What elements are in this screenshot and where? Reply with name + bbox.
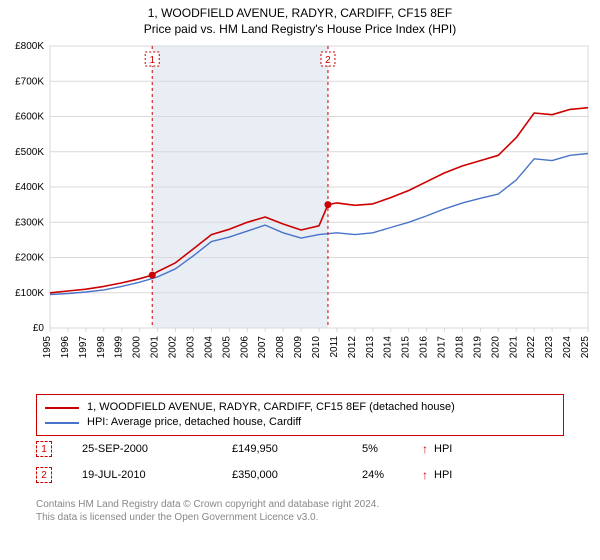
svg-text:1997: 1997 <box>78 336 89 359</box>
svg-text:2014: 2014 <box>383 336 394 359</box>
svg-text:£700K: £700K <box>15 76 44 87</box>
arrow-up-icon: ↑ <box>422 442 428 456</box>
footer-text: Contains HM Land Registry data © Crown c… <box>36 498 576 524</box>
svg-text:2001: 2001 <box>150 336 161 359</box>
sale-marker-icon: 2 <box>36 467 52 483</box>
svg-text:2010: 2010 <box>311 336 322 359</box>
svg-text:2012: 2012 <box>347 336 358 359</box>
svg-text:2023: 2023 <box>544 336 555 359</box>
svg-text:£500K: £500K <box>15 147 44 158</box>
svg-text:2009: 2009 <box>293 336 304 359</box>
legend-item: 1, WOODFIELD AVENUE, RADYR, CARDIFF, CF1… <box>45 400 555 415</box>
sales-list: 1 25-SEP-2000 £149,950 5% ↑ HPI 2 19-JUL… <box>20 436 580 488</box>
arrow-up-icon: ↑ <box>422 468 428 482</box>
svg-text:2007: 2007 <box>257 336 268 359</box>
legend-swatch <box>45 422 79 424</box>
sale-price: £149,950 <box>232 443 362 455</box>
sale-price: £350,000 <box>232 469 362 481</box>
svg-text:2018: 2018 <box>454 336 465 359</box>
chart-title-sub: Price paid vs. HM Land Registry's House … <box>0 22 600 36</box>
svg-text:2020: 2020 <box>490 336 501 359</box>
svg-text:2004: 2004 <box>203 336 214 359</box>
legend: 1, WOODFIELD AVENUE, RADYR, CARDIFF, CF1… <box>36 394 564 436</box>
price-chart: £0 £100K £200K £300K £400K £500K £600K £700K £80… <box>6 42 594 388</box>
chart-title-address: 1, WOODFIELD AVENUE, RADYR, CARDIFF, CF1… <box>0 6 600 20</box>
svg-text:2000: 2000 <box>132 336 143 359</box>
svg-text:2025: 2025 <box>580 336 591 359</box>
svg-text:2015: 2015 <box>401 336 412 359</box>
svg-text:2016: 2016 <box>419 336 430 359</box>
footer-line: This data is licensed under the Open Gov… <box>36 511 576 524</box>
sale-hpi-label: HPI <box>434 469 452 481</box>
svg-text:£200K: £200K <box>15 253 44 264</box>
sale-hpi-label: HPI <box>434 443 452 455</box>
svg-text:2022: 2022 <box>526 336 537 359</box>
svg-text:1998: 1998 <box>96 336 107 359</box>
svg-text:£400K: £400K <box>15 182 44 193</box>
sale-pct: 24% <box>362 469 422 481</box>
sale-pct: 5% <box>362 443 422 455</box>
svg-text:2011: 2011 <box>329 336 340 358</box>
svg-text:£300K: £300K <box>15 217 44 228</box>
legend-label: HPI: Average price, detached house, Card… <box>87 415 301 430</box>
svg-text:£0: £0 <box>33 323 45 334</box>
legend-swatch <box>45 407 79 409</box>
svg-text:1995: 1995 <box>42 336 53 359</box>
svg-text:2024: 2024 <box>562 336 573 359</box>
sale-date: 19-JUL-2010 <box>82 469 232 481</box>
sale-row: 1 25-SEP-2000 £149,950 5% ↑ HPI <box>20 436 580 462</box>
svg-text:1996: 1996 <box>60 336 71 359</box>
legend-label: 1, WOODFIELD AVENUE, RADYR, CARDIFF, CF1… <box>87 400 455 415</box>
svg-text:£600K: £600K <box>15 112 44 123</box>
footer-line: Contains HM Land Registry data © Crown c… <box>36 498 576 511</box>
svg-text:1999: 1999 <box>114 336 125 359</box>
svg-text:2008: 2008 <box>275 336 286 359</box>
sale-marker-icon: 1 <box>36 441 52 457</box>
legend-item: HPI: Average price, detached house, Card… <box>45 415 555 430</box>
svg-text:2017: 2017 <box>437 336 448 359</box>
svg-text:2: 2 <box>325 55 331 66</box>
svg-text:2003: 2003 <box>185 336 196 359</box>
svg-text:£100K: £100K <box>15 288 44 299</box>
svg-text:2005: 2005 <box>221 336 232 359</box>
svg-text:2019: 2019 <box>472 336 483 359</box>
sale-date: 25-SEP-2000 <box>82 443 232 455</box>
svg-text:2013: 2013 <box>365 336 376 359</box>
svg-text:2021: 2021 <box>508 336 519 359</box>
sale-row: 2 19-JUL-2010 £350,000 24% ↑ HPI <box>20 462 580 488</box>
svg-text:£800K: £800K <box>15 42 44 52</box>
svg-text:2006: 2006 <box>239 336 250 359</box>
svg-text:2002: 2002 <box>168 336 179 359</box>
svg-text:1: 1 <box>149 55 155 66</box>
